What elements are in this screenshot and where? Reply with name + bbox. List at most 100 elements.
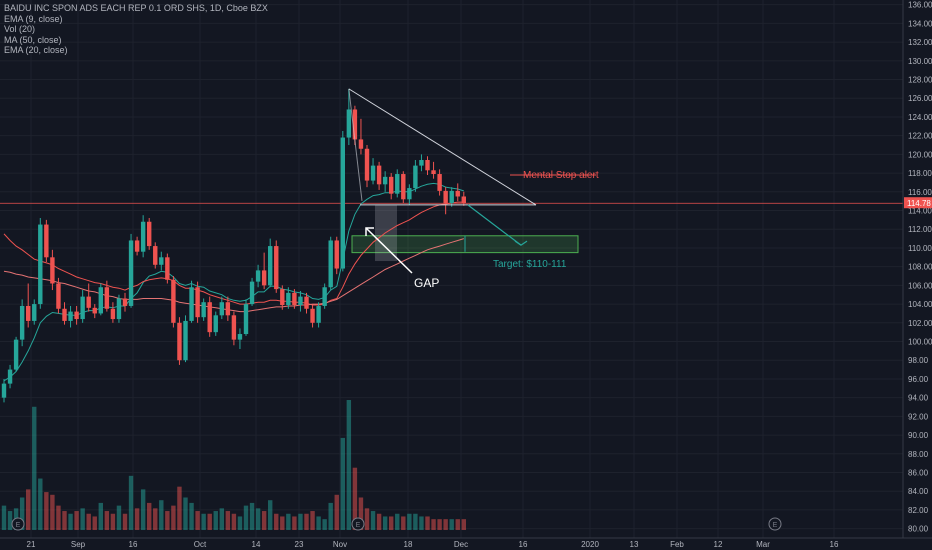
candle-body bbox=[449, 190, 454, 204]
volume-bar bbox=[231, 513, 237, 530]
candle-body bbox=[431, 170, 436, 175]
time-tick: Sep bbox=[71, 540, 86, 549]
symbol-title[interactable]: BAIDU INC SPON ADS EACH REP 0.1 ORD SHS,… bbox=[4, 3, 268, 13]
ma-line-1 bbox=[3, 201, 464, 306]
volume-bar bbox=[237, 516, 243, 530]
volume-bar bbox=[110, 513, 116, 530]
candle-body bbox=[292, 292, 297, 306]
volume-bar bbox=[352, 467, 358, 530]
time-tick: 13 bbox=[630, 540, 639, 549]
candle-body bbox=[38, 224, 43, 305]
volume-bar bbox=[298, 513, 303, 530]
grid bbox=[0, 0, 903, 538]
volume-bar bbox=[292, 516, 297, 530]
candle-body bbox=[219, 302, 224, 316]
time-tick: Nov bbox=[333, 540, 347, 549]
volume-bar bbox=[219, 508, 224, 530]
price-tick: 104.00 bbox=[908, 300, 932, 309]
volume-bar bbox=[7, 511, 13, 530]
earnings-marker bbox=[11, 517, 25, 531]
volume-bar bbox=[346, 400, 352, 530]
legend: BAIDU INC SPON ADS EACH REP 0.1 ORD SHS,… bbox=[4, 3, 268, 56]
time-tick: 23 bbox=[295, 540, 304, 549]
volume-bar bbox=[159, 500, 164, 530]
candle-body bbox=[26, 305, 31, 321]
volume-bar bbox=[177, 486, 182, 530]
price-tick: 84.00 bbox=[908, 487, 929, 496]
candle-body bbox=[122, 298, 128, 306]
volume-bar bbox=[316, 516, 321, 530]
price-tick: 126.00 bbox=[908, 94, 932, 103]
price-tick: 136.00 bbox=[908, 1, 932, 10]
candle-body bbox=[389, 176, 394, 194]
candle-body bbox=[413, 165, 418, 189]
time-tick: 14 bbox=[252, 540, 261, 549]
price-tick: 92.00 bbox=[908, 412, 929, 421]
time-tick: 16 bbox=[830, 540, 839, 549]
candle-body bbox=[316, 305, 321, 323]
time-tick: 16 bbox=[519, 540, 528, 549]
time-tick: Mar bbox=[756, 540, 770, 549]
candle-body bbox=[128, 240, 134, 306]
volume-bar bbox=[443, 519, 448, 530]
price-axis[interactable]: 80.00 82.00 84.00 86.00 88.00 90.00 92.00 94.00… bbox=[902, 0, 932, 550]
gap-arrow bbox=[365, 227, 413, 274]
volume-bar bbox=[401, 516, 406, 530]
indicator-ema9[interactable]: EMA (9, close) bbox=[4, 13, 63, 24]
last-price-label: 114.78 bbox=[907, 199, 931, 208]
price-tick: 106.00 bbox=[908, 281, 932, 290]
candle-body bbox=[407, 188, 412, 200]
time-tick: Oct bbox=[194, 540, 207, 549]
volume-bar bbox=[26, 489, 31, 530]
candle-body bbox=[268, 246, 273, 286]
candle-body bbox=[401, 174, 406, 200]
candle-body bbox=[19, 305, 25, 340]
candle-body bbox=[110, 308, 116, 320]
candle-body bbox=[44, 224, 49, 258]
volume-bar bbox=[376, 513, 382, 530]
volume-bar bbox=[1, 505, 7, 530]
volume-bar bbox=[328, 502, 333, 530]
candle-body bbox=[62, 308, 67, 321]
volume-bar bbox=[165, 511, 170, 530]
volume-bar bbox=[243, 505, 249, 530]
indicator-ma50[interactable]: MA (50, close) bbox=[4, 34, 62, 45]
candle-body bbox=[225, 302, 231, 316]
candle-body bbox=[334, 240, 339, 269]
time-axis[interactable]: 21 Sep 16 Oct 14 23 Nov 18 Dec 16 2020 13 Feb 12 Mar 16 bbox=[0, 537, 932, 549]
candle-body bbox=[159, 257, 164, 265]
price-tick: 94.00 bbox=[908, 394, 929, 403]
price-tick: 80.00 bbox=[908, 525, 929, 534]
candle-body bbox=[213, 315, 218, 333]
candle-body bbox=[92, 307, 97, 314]
candle-body bbox=[437, 174, 442, 191]
volume-bar bbox=[304, 513, 309, 530]
volume-bar bbox=[147, 502, 152, 530]
candle-body bbox=[50, 257, 55, 284]
volume-bar bbox=[92, 516, 97, 530]
candle-body bbox=[419, 159, 424, 166]
price-tick: 116.00 bbox=[908, 188, 932, 197]
volume-bar bbox=[419, 516, 424, 530]
volume-bar bbox=[74, 511, 79, 530]
price-tick: 128.00 bbox=[908, 76, 932, 85]
candle-body bbox=[171, 279, 176, 323]
volume-bar bbox=[153, 508, 158, 530]
indicator-vol[interactable]: Vol (20) bbox=[4, 24, 36, 34]
candle-body bbox=[280, 289, 285, 306]
indicator-ema20[interactable]: EMA (20, close) bbox=[4, 45, 68, 55]
volume-bar bbox=[56, 505, 61, 530]
drawings[interactable]: Mental Stop alert Target: $110-111 GAP E E E bbox=[11, 88, 782, 531]
volume-bar bbox=[461, 519, 466, 530]
candle-body bbox=[237, 334, 243, 340]
price-tick: 110.00 bbox=[908, 244, 932, 253]
candle-body bbox=[153, 246, 158, 265]
candle-body bbox=[74, 311, 79, 320]
price-tick: 130.00 bbox=[908, 57, 932, 66]
volume-bar bbox=[310, 511, 315, 530]
volume-bar bbox=[249, 502, 255, 530]
time-tick: 21 bbox=[27, 540, 36, 549]
volume-bar bbox=[104, 511, 110, 530]
triangle-upper-line bbox=[348, 88, 537, 206]
